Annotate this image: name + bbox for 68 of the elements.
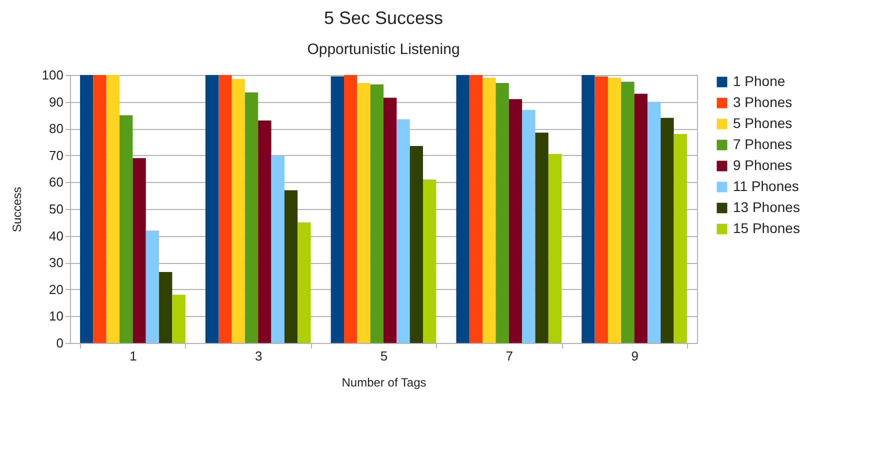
x-tick-label: 3: [254, 348, 262, 364]
bar: [396, 119, 410, 343]
bar: [244, 92, 258, 343]
bar: [423, 180, 436, 343]
bar: [660, 118, 674, 343]
bar: [298, 222, 311, 343]
legend-label: 15 Phones: [733, 220, 800, 236]
y-tick-label: 10: [49, 308, 64, 324]
bar: [582, 75, 595, 343]
y-tick-label: 0: [56, 336, 64, 350]
legend-label: 3 Phones: [733, 94, 792, 110]
x-tick-label: 9: [631, 348, 638, 364]
bar: [284, 190, 298, 343]
x-tick-label: 1: [130, 348, 137, 364]
y-tick-label: 70: [49, 148, 64, 163]
y-tick-label: 90: [49, 94, 64, 110]
legend-label: 9 Phones: [733, 157, 792, 173]
chart-subtitle: Opportunistic Listening: [307, 41, 460, 58]
bar: [469, 75, 483, 343]
y-tick-label: 100: [42, 68, 64, 82]
bar: [496, 83, 509, 343]
bar: [594, 76, 608, 343]
legend-label: 7 Phones: [733, 136, 792, 152]
y-tick-label: 80: [49, 121, 64, 136]
bar: [674, 134, 687, 343]
bar: [621, 82, 634, 343]
x-axis-title: Number of Tags: [342, 376, 426, 390]
bar: [132, 158, 146, 343]
bar: [410, 146, 423, 343]
bar: [482, 78, 496, 343]
bar: [456, 75, 470, 343]
bar: [159, 272, 172, 343]
bar: [80, 75, 94, 343]
bar: [384, 98, 397, 343]
bar: [608, 78, 622, 343]
bar: [106, 75, 120, 343]
y-tick-label: 50: [49, 202, 64, 216]
legend-label: 1 Phone: [733, 73, 786, 89]
chart-title: 5 Sec Success: [324, 8, 444, 28]
legend-label: 11 Phones: [733, 178, 799, 194]
legend-label: 5 Phones: [733, 115, 792, 131]
bar: [232, 79, 245, 343]
y-tick-label: 20: [49, 282, 64, 297]
bar: [370, 84, 384, 343]
bar: [647, 102, 661, 343]
bar: [120, 115, 133, 343]
legend-label: 13 Phones: [733, 199, 800, 215]
x-tick-label: 7: [506, 348, 514, 364]
bar: [634, 94, 648, 343]
bar: [258, 120, 272, 343]
bar: [508, 99, 522, 343]
bar: [522, 110, 536, 343]
bar: [344, 75, 358, 343]
bar: [535, 132, 548, 343]
bar: [271, 155, 284, 343]
x-tick-label: 5: [380, 348, 388, 364]
bar: [205, 75, 219, 343]
bar: [357, 83, 370, 343]
bar: [218, 75, 232, 343]
y-axis-title: Success: [10, 186, 24, 232]
y-tick-label: 40: [49, 228, 64, 244]
y-tick-label: 30: [49, 255, 64, 270]
bar: [146, 230, 160, 343]
bar: [330, 76, 344, 343]
y-tick-label: 60: [49, 174, 64, 190]
bar: [172, 294, 186, 343]
bar: [548, 154, 562, 343]
bar: [93, 75, 106, 343]
